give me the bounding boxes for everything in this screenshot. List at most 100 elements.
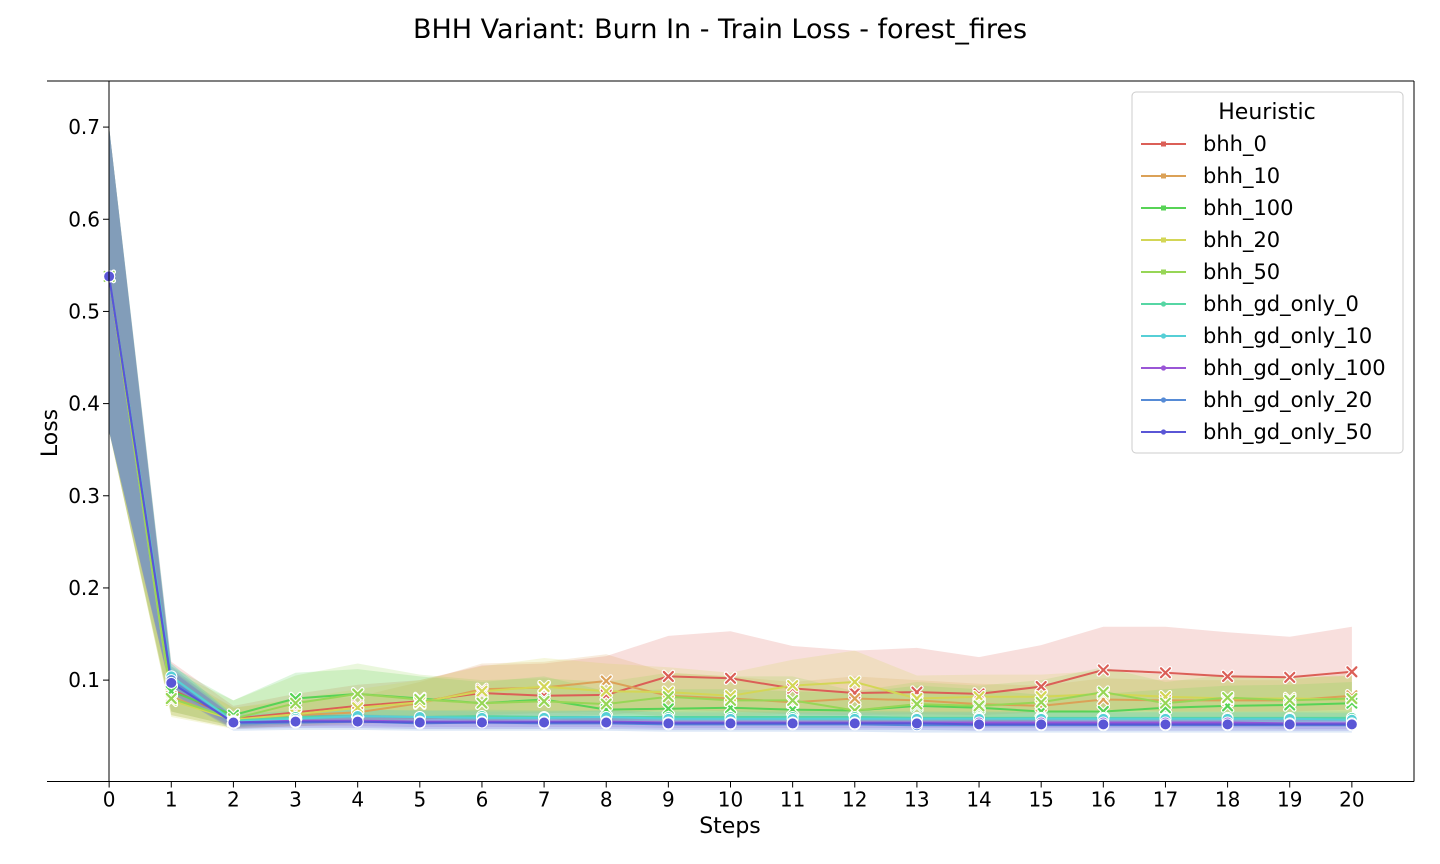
legend-entry-bhh_20: bhh_20 [1141,228,1280,253]
x-tick-label-1: 1 [165,788,178,812]
point-bhh_0-15 [1034,679,1048,694]
point-bhh_20-8 [599,684,613,698]
x-tick-label-15: 15 [1028,788,1053,812]
legend-marker-bhh_20 [1161,237,1166,243]
series-markers [102,269,1359,732]
legend-marker-bhh_gd_only_100 [1160,365,1167,371]
point-bhh_20-7 [537,679,551,694]
legend-label-bhh_0: bhh_0 [1203,132,1267,157]
point-bhh_20-11 [785,678,800,693]
y-tick-label-0.1: 0.1 [68,668,100,692]
x-tick-label-16: 16 [1091,788,1116,812]
point-bhh_gd_only_50-13 [910,717,923,730]
y-tick-label-0.5: 0.5 [68,299,100,323]
legend-entry-bhh_gd_only_50: bhh_gd_only_50 [1141,420,1372,445]
point-bhh_100-9 [661,701,676,716]
y-axis-ticks: 0.1 0.2 0.3 0.4 0.5 0.6 0.7 [68,115,109,692]
point-bhh_0-9 [661,669,676,684]
point-bhh_gd_only_50-10 [724,717,737,730]
x-axis-ticks: 0 1 2 3 4 5 6 7 8 9 10 11 12 13 14 15 16 17 18 19 20 [103,781,1365,812]
legend-label-bhh_gd_only_20: bhh_gd_only_20 [1203,388,1372,413]
legend-marker-bhh_gd_only_10 [1160,333,1167,339]
point-bhh_50-18 [1220,690,1235,705]
point-bhh_10-12 [848,691,862,706]
x-tick-label-14: 14 [966,788,991,812]
point-bhh_20-6 [475,684,489,698]
legend-entry-bhh_gd_only_100: bhh_gd_only_100 [1141,356,1386,381]
point-bhh_50-11 [785,693,800,708]
point-bhh_20-4 [350,701,365,715]
point-bhh_20-14 [972,689,986,704]
point-bhh_gd_only_50-11 [786,717,799,730]
point-bhh_gd_only_50-15 [1035,718,1048,731]
x-axis-label: Steps [699,814,761,839]
x-tick-label-10: 10 [718,788,743,812]
point-bhh_gd_only_50-20 [1345,718,1358,731]
x-tick-label-11: 11 [780,788,805,812]
point-bhh_gd_only_50-9 [662,717,675,730]
point-bhh_50-3 [288,696,303,710]
x-tick-label-17: 17 [1153,788,1178,812]
legend-marker-bhh_0 [1161,141,1166,147]
legend-marker-bhh_100 [1161,205,1166,211]
legend-items: bhh_0 bhh_10 bhh_100 bhh_20 bhh_50 bhh_gd_onl… [1141,132,1386,445]
point-bhh_50-4 [350,687,365,701]
point-bhh_50-9 [661,689,676,704]
x-tick-label-7: 7 [538,788,551,812]
legend-marker-bhh_gd_only_0 [1160,301,1167,307]
legend-entry-bhh_50: bhh_50 [1141,260,1280,285]
point-bhh_gd_only_50-6 [475,716,488,729]
legend-label-bhh_gd_only_0: bhh_gd_only_0 [1203,292,1359,317]
point-bhh_gd_only_50-14 [973,718,986,731]
point-bhh_50-15 [1034,695,1048,709]
x-tick-label-3: 3 [289,788,302,812]
legend-label-bhh_50: bhh_50 [1203,260,1280,285]
point-bhh_0-10 [723,671,738,686]
x-tick-label-19: 19 [1277,788,1302,812]
point-bhh_gd_only_50-12 [848,717,861,730]
point-bhh_0-19 [1282,670,1297,685]
point-bhh_50-13 [910,697,924,711]
point-bhh_0-20 [1345,665,1359,679]
point-bhh_50-14 [972,699,986,713]
x-tick-label-6: 6 [476,788,489,812]
legend-entry-bhh_0: bhh_0 [1141,132,1267,157]
y-tick-label-0.2: 0.2 [68,576,100,600]
band-bhh_0 [109,127,1352,727]
point-bhh_50-10 [723,693,738,708]
point-bhh_gd_only_50-16 [1097,718,1110,731]
legend: Heuristic bhh_0 bhh_10 bhh_100 bhh_20 bhh_50… [1131,91,1404,454]
point-bhh_gd_only_50-2 [227,716,240,729]
legend-label-bhh_gd_only_50: bhh_gd_only_50 [1203,420,1372,445]
point-bhh_20-12 [848,675,862,689]
point-bhh_50-20 [1345,691,1359,706]
legend-marker-bhh_gd_only_20 [1160,397,1167,403]
x-tick-label-20: 20 [1339,788,1364,812]
point-bhh_50-5 [413,692,427,707]
chart-title: BHH Variant: Burn In - Train Loss - fore… [413,14,1027,45]
x-tick-label-2: 2 [227,788,240,812]
legend-entry-bhh_gd_only_10: bhh_gd_only_10 [1141,324,1372,349]
legend-entry-bhh_gd_only_0: bhh_gd_only_0 [1141,292,1359,317]
y-tick-label-0.7: 0.7 [68,115,100,139]
y-tick-label-0.4: 0.4 [68,392,100,416]
legend-label-bhh_gd_only_100: bhh_gd_only_100 [1203,356,1386,381]
point-bhh_gd_only_50-5 [413,716,426,729]
x-tick-label-9: 9 [662,788,675,812]
y-axis-label: Loss [38,409,63,457]
point-bhh_gd_only_50-3 [289,715,302,728]
x-tick-label-5: 5 [413,788,426,812]
point-bhh_50-17 [1158,696,1173,710]
point-bhh_50-1 [164,691,179,706]
legend-marker-bhh_gd_only_50 [1160,429,1167,435]
legend-marker-bhh_10 [1161,173,1166,179]
y-tick-label-0.3: 0.3 [68,484,100,508]
point-bhh_50-16 [1096,685,1111,699]
point-bhh_gd_only_50-4 [351,715,364,728]
point-bhh_50-6 [475,696,489,710]
legend-entry-bhh_gd_only_20: bhh_gd_only_20 [1141,388,1372,413]
point-bhh_gd_only_50-1 [165,676,178,689]
x-tick-label-13: 13 [904,788,929,812]
point-bhh_gd_only_50-7 [538,716,551,729]
